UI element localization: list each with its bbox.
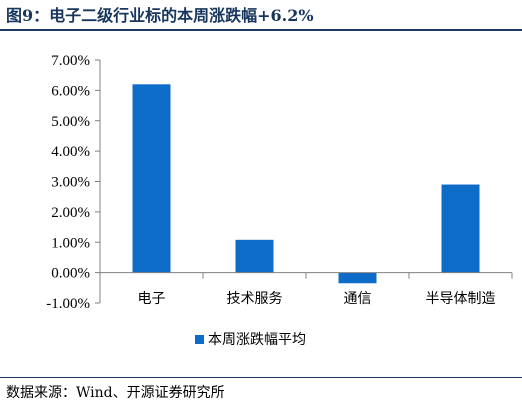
y-tick-label: 5.00% xyxy=(51,114,90,130)
source-note: 数据来源：Wind、开源证券研究所 xyxy=(6,385,225,401)
bar xyxy=(235,239,274,273)
x-axis: 电子 技术服务 通信 半导体制造 xyxy=(99,272,513,307)
legend-swatch xyxy=(195,335,204,344)
legend: 本周涨跌幅平均 xyxy=(195,332,306,348)
y-tick-label: 0.00% xyxy=(51,266,90,282)
y-tick-label: 4.00% xyxy=(51,144,90,160)
y-tick-label: 7.00% xyxy=(51,53,90,69)
header-rule xyxy=(0,29,522,31)
x-category-label: 技术服务 xyxy=(227,291,283,307)
bar-chart: -1.00% 0.00% 1.00% 2.00% 3.00% 4.00% 5.00% 6.00… xyxy=(46,53,513,348)
footer-rule xyxy=(0,377,522,378)
y-axis: -1.00% 0.00% 1.00% 2.00% 3.00% 4.00% 5.00% 6.00… xyxy=(46,53,101,312)
bar xyxy=(132,84,171,273)
chart-title: 图9：电子二级行业标的本周涨跌幅+6.2% xyxy=(6,6,314,25)
y-tick-label: 2.00% xyxy=(51,205,90,221)
x-category-label: 通信 xyxy=(344,291,372,307)
x-category-label: 电子 xyxy=(138,291,166,307)
x-category-label: 半导体制造 xyxy=(426,291,496,307)
bar xyxy=(338,272,377,284)
y-tick-label: -1.00% xyxy=(46,296,90,312)
y-tick-label: 1.00% xyxy=(51,235,90,251)
bars xyxy=(132,84,480,284)
legend-label: 本周涨跌幅平均 xyxy=(208,332,306,348)
bar xyxy=(441,184,480,273)
y-tick-label: 6.00% xyxy=(51,83,90,99)
y-tick-label: 3.00% xyxy=(51,175,90,191)
